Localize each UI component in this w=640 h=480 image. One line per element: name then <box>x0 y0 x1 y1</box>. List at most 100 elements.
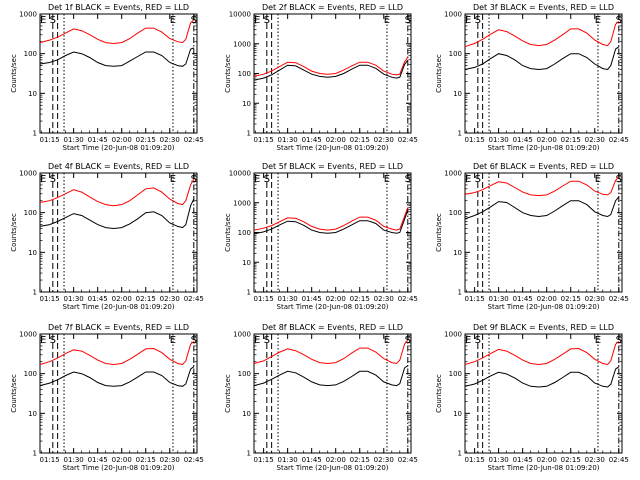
y-axis-label: Counts/sec <box>435 54 443 93</box>
x-tick-label: 01:15 <box>254 295 274 303</box>
marker-E: E <box>465 335 471 346</box>
panel-title: Det 3f BLACK = Events, RED = LLD <box>473 3 614 12</box>
series-events-line <box>253 365 409 387</box>
x-axis-label: Start Time (20-Jun-08 01:09:20) <box>277 144 389 152</box>
panel-title: Det 2f BLACK = Events, RED = LLD <box>262 3 403 12</box>
marker-E: E <box>254 15 260 26</box>
marker-E: E <box>465 15 471 26</box>
x-tick-label: 02:15 <box>136 456 156 464</box>
x-tick-label: 02:30 <box>585 456 605 464</box>
panel-title: Det 5f BLACK = Events, RED = LLD <box>262 162 403 171</box>
x-tick-label: 01:15 <box>40 456 60 464</box>
series-events-line <box>39 198 195 230</box>
y-tick-label: 1 <box>33 130 37 138</box>
plot-frame <box>39 333 198 454</box>
x-tick-label: 01:15 <box>254 456 274 464</box>
panel-title: Det 6f BLACK = Events, RED = LLD <box>473 162 614 171</box>
marker-S: S <box>616 335 622 346</box>
y-tick-label: 10 <box>242 100 251 108</box>
y-axis-label: Counts/sec <box>435 374 443 413</box>
panel-det-2f: Det 2f BLACK = Events, RED = LLD 1 10 100 10… <box>224 3 418 152</box>
plot-frame <box>253 333 412 454</box>
marker-S: S <box>191 335 197 346</box>
y-tick-label: 1 <box>247 450 251 458</box>
y-tick-label: 100 <box>238 229 251 237</box>
x-tick-label: 01:30 <box>278 295 298 303</box>
x-tick-label: 01:30 <box>64 456 84 464</box>
marker-E: E <box>465 174 471 185</box>
y-tick-label: 1 <box>33 450 37 458</box>
series-lld-line <box>39 19 195 45</box>
y-tick-label: 1 <box>33 289 37 297</box>
x-tick-label: 02:00 <box>537 136 557 144</box>
x-tick-label: 02:30 <box>160 295 180 303</box>
panel-det-9f: Det 9f BLACK = Events, RED = LLD 1 10 100 10… <box>435 323 629 472</box>
y-tick-label: 100 <box>24 50 37 58</box>
y-tick-label: 1000 <box>444 170 462 178</box>
marker-S: S <box>264 335 270 346</box>
x-tick-label: 02:15 <box>350 136 370 144</box>
y-tick-label: 10000 <box>229 170 251 178</box>
panel-det-3f: Det 3f BLACK = Events, RED = LLD 1 10 100 10… <box>435 3 629 152</box>
y-axis-label: Counts/sec <box>224 374 232 413</box>
x-tick-label: 01:45 <box>88 136 108 144</box>
plot-frame <box>464 13 623 134</box>
y-tick-label: 100 <box>449 370 462 378</box>
x-tick-label: 01:45 <box>88 456 108 464</box>
x-tick-label: 02:15 <box>136 136 156 144</box>
x-tick-label: 02:45 <box>184 456 204 464</box>
x-axis-label: Start Time (20-Jun-08 01:09:20) <box>63 303 175 311</box>
series-lld-line <box>464 21 620 48</box>
y-tick-label: 100 <box>449 209 462 217</box>
panel-det-4f: Det 4f BLACK = Events, RED = LLD 1 10 100 10… <box>10 162 204 311</box>
marker-S: S <box>616 15 622 26</box>
x-tick-label: 02:30 <box>160 136 180 144</box>
x-tick-label: 01:45 <box>88 295 108 303</box>
y-axis-label: Counts/sec <box>10 54 18 93</box>
marker-S: S <box>264 15 270 26</box>
x-tick-label: 02:30 <box>160 456 180 464</box>
y-tick-label: 1000 <box>19 331 37 339</box>
x-tick-label: 01:15 <box>465 136 485 144</box>
y-tick-label: 1000 <box>444 331 462 339</box>
x-tick-label: 01:45 <box>302 295 322 303</box>
y-tick-label: 100 <box>24 370 37 378</box>
marker-E: E <box>40 15 46 26</box>
marker-E: E <box>170 335 176 346</box>
y-tick-label: 1000 <box>233 40 251 48</box>
series-events-line <box>464 46 620 71</box>
y-tick-label: 1 <box>458 130 462 138</box>
x-tick-label: 01:15 <box>465 456 485 464</box>
x-tick-label: 02:00 <box>326 295 346 303</box>
x-tick-label: 01:45 <box>513 456 533 464</box>
x-tick-label: 01:30 <box>64 295 84 303</box>
series-lld-line <box>464 341 620 366</box>
marker-S: S <box>50 15 56 26</box>
marker-E: E <box>384 174 390 185</box>
y-tick-label: 10 <box>28 249 37 257</box>
y-tick-label: 100 <box>238 370 251 378</box>
x-axis-label: Start Time (20-Jun-08 01:09:20) <box>488 464 600 472</box>
panel-det-5f: Det 5f BLACK = Events, RED = LLD 1 10 100 10… <box>224 162 418 311</box>
x-tick-label: 02:15 <box>561 295 581 303</box>
x-tick-label: 01:45 <box>302 136 322 144</box>
x-tick-label: 01:45 <box>513 295 533 303</box>
series-lld-line <box>39 178 195 207</box>
x-tick-label: 02:00 <box>326 136 346 144</box>
x-tick-label: 02:45 <box>184 295 204 303</box>
panel-title: Det 7f BLACK = Events, RED = LLD <box>48 323 189 332</box>
x-tick-label: 02:15 <box>350 456 370 464</box>
series-lld-line <box>253 207 409 231</box>
x-tick-label: 01:45 <box>302 456 322 464</box>
x-tick-label: 02:00 <box>112 295 132 303</box>
series-events-line <box>464 366 620 388</box>
panel-title: Det 1f BLACK = Events, RED = LLD <box>48 3 189 12</box>
y-tick-label: 1 <box>247 289 251 297</box>
x-tick-label: 02:30 <box>374 136 394 144</box>
x-tick-label: 01:30 <box>489 295 509 303</box>
plot-frame <box>39 13 198 134</box>
marker-E: E <box>40 335 46 346</box>
y-tick-label: 10 <box>28 90 37 98</box>
panel-title: Det 8f BLACK = Events, RED = LLD <box>262 323 403 332</box>
y-tick-label: 1000 <box>233 331 251 339</box>
